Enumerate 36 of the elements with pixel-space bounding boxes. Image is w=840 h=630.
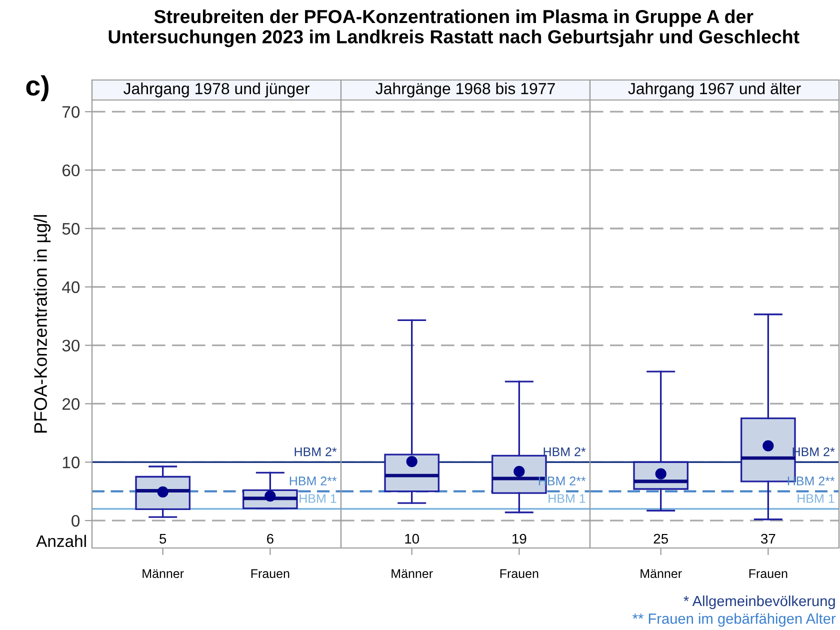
x-tick-label: Frauen xyxy=(749,569,788,578)
x-tick-label: Frauen xyxy=(500,569,538,578)
text: c) xyxy=(26,75,49,102)
annotation: 10 xyxy=(405,534,420,544)
text: Streubreiten der PFOA-Konzentrationen im Plasma in Gruppe A der Untersuchungen 2023 im Landkreis Rastatt nach Geburtsjahr und Geschlecht xyxy=(108,9,800,48)
ref-line-label: HBM 2** xyxy=(788,476,835,486)
y-tick-label: 50 xyxy=(62,222,80,235)
annotation: 6 xyxy=(267,534,274,544)
ref-line-label: HBM 1 xyxy=(548,494,586,503)
text: ** Frauen im gebärfähigen Alter xyxy=(632,613,836,627)
ref-line-label: HBM 1 xyxy=(300,494,336,503)
annotation: 37 xyxy=(760,534,776,544)
x-tick-label: Männer xyxy=(142,569,184,578)
y-tick-label: 60 xyxy=(62,164,80,176)
text: * Allgemeinbevölkerung xyxy=(684,595,835,610)
annotation: 25 xyxy=(654,534,668,544)
y-axis-title: PFOA-Konzentration in µg/l xyxy=(34,215,51,433)
chart-title: Jahrgang 1967 und älter xyxy=(628,82,801,98)
x-tick-label: Männer xyxy=(392,569,433,578)
y-tick-label: 20 xyxy=(62,398,80,410)
annotation: 19 xyxy=(512,534,526,544)
ref-line-label: HBM 1 xyxy=(798,494,834,503)
ref-line-label: HBM 2** xyxy=(290,476,337,486)
ref-line-label: HBM 2* xyxy=(544,447,586,456)
y-tick-label: 70 xyxy=(62,106,80,118)
y-tick-label: 40 xyxy=(62,281,80,294)
annotation: 5 xyxy=(160,534,166,544)
y-tick-label: 0 xyxy=(72,514,80,527)
chart-title: Jahrgänge 1968 bis 1977 xyxy=(376,82,555,98)
x-tick-label: Männer xyxy=(640,569,682,578)
y-tick-label: 10 xyxy=(62,456,80,468)
ref-line-label: HBM 2* xyxy=(294,447,337,456)
text: Anzahl xyxy=(36,534,86,548)
y-tick-label: 30 xyxy=(62,340,80,352)
x-tick-label: Frauen xyxy=(251,569,290,578)
chart-subtitle: Jahrgang 1978 und jünger xyxy=(124,82,310,98)
